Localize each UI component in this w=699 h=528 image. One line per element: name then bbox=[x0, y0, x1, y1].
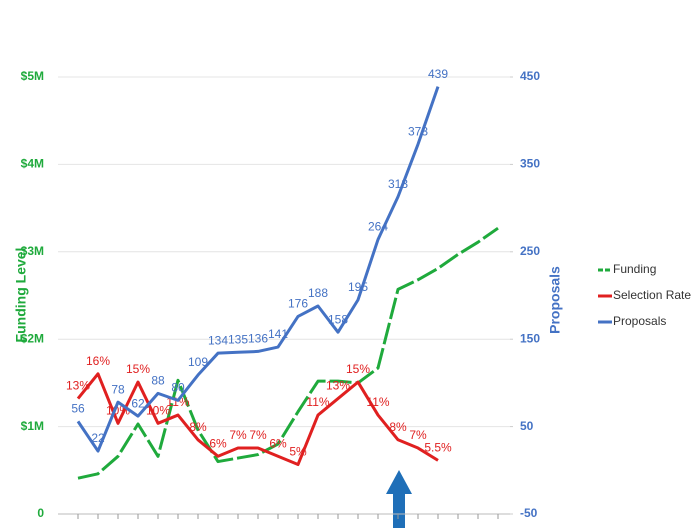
y2-tick-label: 250 bbox=[520, 244, 540, 258]
data-label: 13% bbox=[326, 379, 350, 393]
annotation-arrow bbox=[386, 470, 412, 528]
data-label: 8% bbox=[389, 420, 407, 434]
data-label: 136 bbox=[248, 332, 268, 346]
data-label: 134 bbox=[208, 333, 228, 347]
data-label: 80 bbox=[171, 381, 185, 395]
data-label: 313 bbox=[388, 177, 408, 191]
y2-tick-label: 350 bbox=[520, 157, 540, 171]
data-label: 11% bbox=[366, 395, 389, 409]
y-tick-label: $4M bbox=[21, 157, 44, 171]
data-label: 195 bbox=[348, 280, 368, 294]
legend-label: Selection Rate bbox=[613, 288, 691, 302]
data-label: 62 bbox=[131, 396, 145, 410]
y-tick-label: $5M bbox=[21, 69, 44, 83]
data-label: 6% bbox=[209, 436, 227, 450]
data-label: 439 bbox=[428, 67, 448, 81]
data-label: 88 bbox=[151, 374, 165, 388]
legend-label: Funding bbox=[613, 262, 656, 276]
series-line bbox=[76, 372, 439, 467]
data-label: 188 bbox=[308, 286, 328, 300]
y2-axis-title: Proposals bbox=[547, 266, 563, 334]
data-label: 13% bbox=[66, 379, 90, 393]
y2-tick-label: 450 bbox=[520, 69, 540, 83]
data-label: 176 bbox=[288, 297, 308, 311]
legend-label: Proposals bbox=[613, 314, 666, 328]
data-label: 7% bbox=[229, 428, 247, 442]
series-line bbox=[76, 86, 440, 453]
data-label: 22 bbox=[91, 431, 105, 445]
y-tick-label: 0 bbox=[37, 506, 44, 520]
data-label: 78 bbox=[111, 382, 125, 396]
y2-tick-label: 50 bbox=[520, 419, 534, 433]
data-label: 6% bbox=[269, 436, 287, 450]
y-tick-label: $1M bbox=[21, 419, 44, 433]
data-label: 5% bbox=[289, 445, 307, 459]
data-label: 135 bbox=[228, 332, 248, 346]
data-label: 264 bbox=[368, 220, 388, 234]
data-label: 158 bbox=[328, 312, 348, 326]
y2-tick-label: 150 bbox=[520, 331, 540, 345]
y-tick-label: $3M bbox=[21, 244, 44, 258]
data-label: 8% bbox=[189, 420, 207, 434]
data-label: 109 bbox=[188, 355, 208, 369]
data-label: 141 bbox=[268, 327, 288, 341]
data-label: 16% bbox=[86, 354, 110, 368]
data-label: 10% bbox=[146, 403, 170, 417]
data-label: 373 bbox=[408, 124, 428, 138]
data-label: 7% bbox=[249, 428, 267, 442]
data-label: 7% bbox=[409, 428, 427, 442]
data-label: 15% bbox=[126, 362, 150, 376]
y-tick-label: $2M bbox=[21, 331, 44, 345]
data-label: 5.5% bbox=[424, 441, 452, 455]
y-axis-title: Funding Level bbox=[13, 248, 29, 343]
data-label: 15% bbox=[346, 362, 370, 376]
data-label: 56 bbox=[71, 402, 85, 416]
series-line bbox=[77, 226, 499, 480]
data-label: 11% bbox=[306, 395, 329, 409]
y2-tick-label: -50 bbox=[520, 506, 538, 520]
